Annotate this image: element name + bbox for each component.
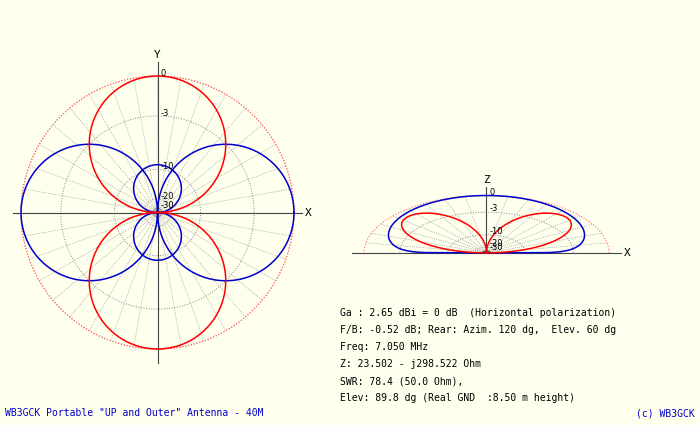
Text: -10: -10: [489, 227, 503, 236]
Text: -3: -3: [160, 109, 169, 118]
Text: -20: -20: [489, 239, 503, 248]
Text: SWR: 78.4 (50.0 Ohm),: SWR: 78.4 (50.0 Ohm),: [340, 376, 463, 386]
Text: Freq: 7.050 MHz: Freq: 7.050 MHz: [340, 342, 428, 352]
Text: Ga : 2.65 dBi = 0 dB  (Horizontal polarization): Ga : 2.65 dBi = 0 dB (Horizontal polariz…: [340, 308, 616, 318]
Text: Elev: 89.8 dg (Real GND  :8.50 m height): Elev: 89.8 dg (Real GND :8.50 m height): [340, 393, 575, 403]
Text: -10: -10: [160, 162, 174, 171]
Text: X: X: [305, 207, 312, 218]
Text: WB3GCK Portable "UP and Outer" Antenna - 40M: WB3GCK Portable "UP and Outer" Antenna -…: [5, 408, 263, 418]
Text: Z: Z: [483, 175, 490, 185]
Text: X: X: [624, 248, 631, 258]
Text: Z: 23.502 - j298.522 Ohm: Z: 23.502 - j298.522 Ohm: [340, 359, 481, 369]
Text: -30: -30: [489, 243, 503, 252]
Text: 0: 0: [489, 187, 495, 196]
Text: -20: -20: [160, 192, 174, 201]
Text: F/B: -0.52 dB; Rear: Azim. 120 dg,  Elev. 60 dg: F/B: -0.52 dB; Rear: Azim. 120 dg, Elev.…: [340, 325, 616, 335]
Text: 0: 0: [160, 69, 166, 78]
Text: -3: -3: [489, 204, 498, 213]
Text: (c) WB3GCK: (c) WB3GCK: [636, 408, 695, 418]
Text: Y: Y: [154, 50, 161, 60]
Text: -30: -30: [160, 201, 174, 210]
